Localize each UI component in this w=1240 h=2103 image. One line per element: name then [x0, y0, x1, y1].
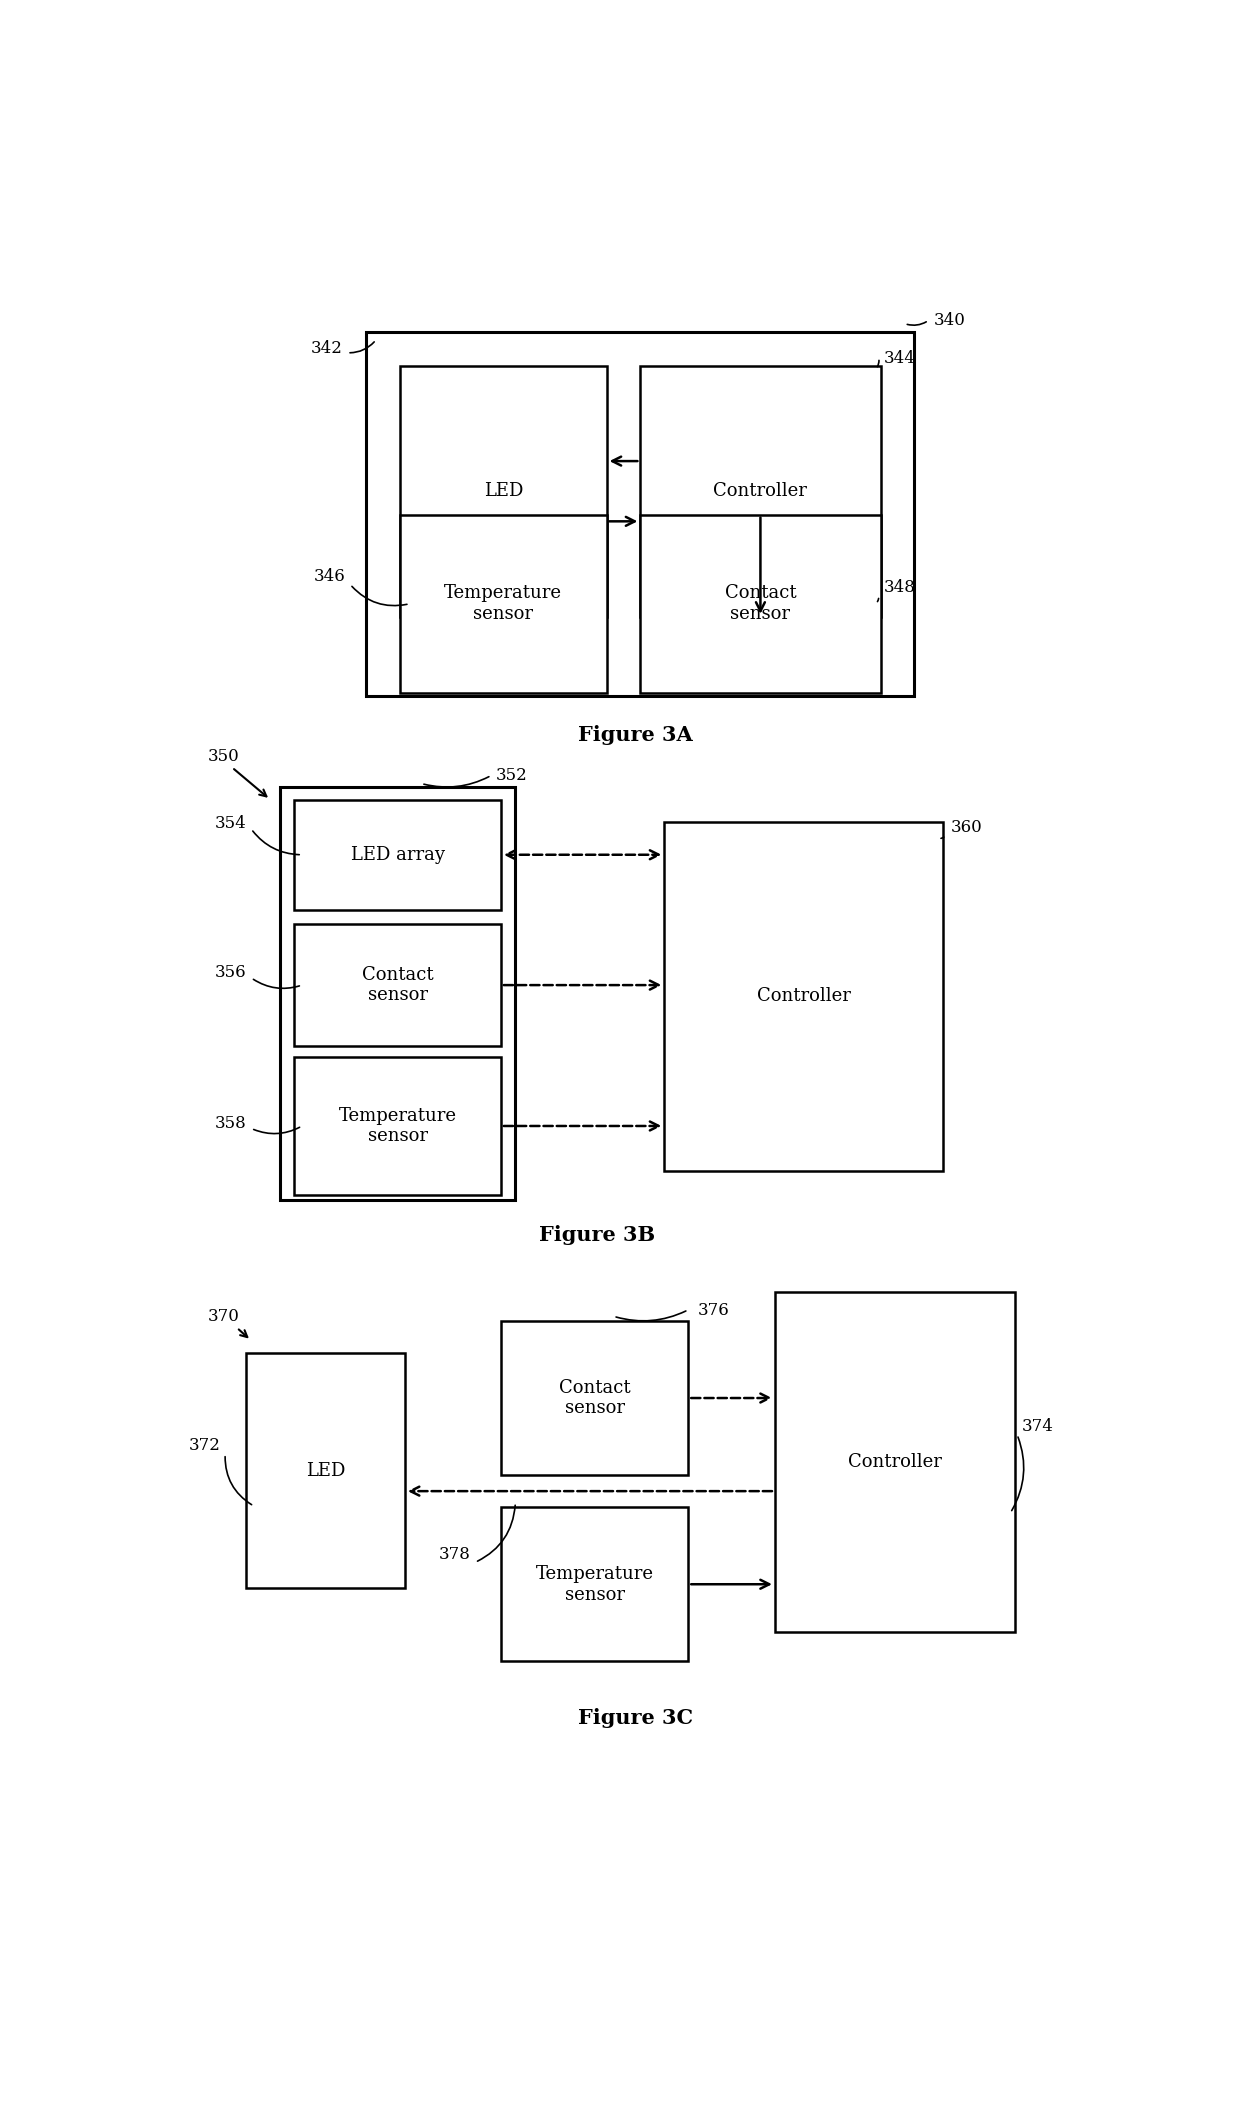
Text: 348: 348 [883, 578, 915, 595]
Text: 354: 354 [215, 816, 247, 833]
Text: Controller: Controller [848, 1453, 942, 1470]
FancyBboxPatch shape [640, 515, 880, 692]
FancyBboxPatch shape [401, 366, 606, 616]
Text: 340: 340 [934, 311, 965, 330]
Text: Figure 3B: Figure 3B [539, 1226, 655, 1245]
FancyBboxPatch shape [501, 1508, 688, 1661]
Text: 342: 342 [310, 341, 342, 358]
FancyBboxPatch shape [401, 515, 606, 692]
Text: LED: LED [306, 1462, 345, 1481]
Text: 344: 344 [883, 349, 915, 366]
FancyBboxPatch shape [775, 1291, 1016, 1632]
Text: 360: 360 [951, 818, 982, 835]
Text: 376: 376 [698, 1302, 729, 1319]
Text: LED: LED [484, 482, 523, 501]
Text: 370: 370 [208, 1308, 239, 1325]
Text: 346: 346 [314, 568, 345, 585]
FancyBboxPatch shape [294, 925, 501, 1045]
Text: 358: 358 [215, 1115, 247, 1131]
Text: Temperature
sensor: Temperature sensor [536, 1565, 653, 1605]
FancyBboxPatch shape [665, 822, 944, 1171]
FancyBboxPatch shape [640, 366, 880, 616]
FancyBboxPatch shape [501, 1321, 688, 1474]
Text: 350: 350 [208, 749, 239, 765]
Text: 378: 378 [438, 1546, 470, 1563]
Text: Figure 3C: Figure 3C [578, 1708, 693, 1729]
Text: Contact
sensor: Contact sensor [559, 1380, 630, 1417]
Text: Controller: Controller [713, 482, 807, 501]
Text: Contact
sensor: Contact sensor [724, 585, 796, 622]
Text: 374: 374 [1022, 1417, 1054, 1434]
Text: 352: 352 [496, 768, 528, 784]
Text: Controller: Controller [756, 988, 851, 1005]
FancyBboxPatch shape [294, 799, 501, 911]
Text: LED array: LED array [351, 845, 445, 864]
FancyBboxPatch shape [367, 332, 914, 696]
Text: 372: 372 [188, 1436, 221, 1455]
FancyBboxPatch shape [294, 1058, 501, 1195]
Text: Temperature
sensor: Temperature sensor [339, 1106, 456, 1146]
FancyBboxPatch shape [280, 787, 516, 1199]
Text: Contact
sensor: Contact sensor [362, 965, 434, 1005]
Text: 356: 356 [215, 965, 247, 982]
FancyBboxPatch shape [247, 1354, 404, 1588]
Text: Figure 3A: Figure 3A [578, 726, 693, 744]
Text: Temperature
sensor: Temperature sensor [444, 585, 563, 622]
